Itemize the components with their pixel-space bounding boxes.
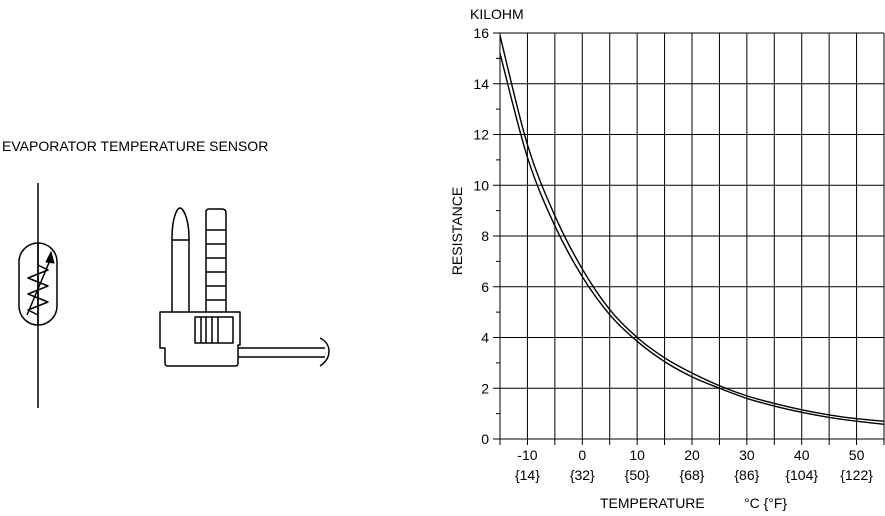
x-axis-label: TEMPERATURE xyxy=(600,495,705,511)
y-tick-label: 12 xyxy=(473,127,489,143)
x-tick-label-fahrenheit: {68} xyxy=(680,467,705,483)
resistance-curve-2 xyxy=(499,53,885,425)
resistance-curve-1 xyxy=(499,35,885,422)
x-tick-label-celsius: 50 xyxy=(849,447,865,463)
x-tick-label-fahrenheit: {86} xyxy=(734,467,759,483)
sensor-label: EVAPORATOR TEMPERATURE SENSOR xyxy=(2,138,268,154)
y-tick-label: 2 xyxy=(481,380,489,396)
x-tick-label-fahrenheit: {50} xyxy=(625,467,650,483)
sensor-clip-frame xyxy=(194,316,234,344)
sensor-ribbed-tube xyxy=(205,208,227,312)
sensor-probe xyxy=(171,207,190,312)
x-tick-label-fahrenheit: {32} xyxy=(570,467,595,483)
y-tick-label: 0 xyxy=(481,431,489,447)
thermistor-symbol xyxy=(18,183,58,408)
y-axis-unit: KILOHM xyxy=(470,6,524,22)
sensor-ribs xyxy=(206,229,226,301)
x-tick-label-fahrenheit: {104} xyxy=(785,467,818,483)
x-tick-label-celsius: 20 xyxy=(684,447,700,463)
x-tick-label-celsius: -10 xyxy=(517,447,537,463)
x-axis-unit: °C {°F} xyxy=(744,495,787,511)
y-tick-label: 4 xyxy=(481,330,489,346)
y-axis-ticks: 0 2 4 6 8 10 12 14 16 xyxy=(473,25,489,447)
variable-arrow-line xyxy=(26,257,52,316)
y-tick-label: 6 xyxy=(481,279,489,295)
x-tick-label-celsius: 30 xyxy=(739,447,755,463)
chart-grid xyxy=(493,32,885,445)
y-tick-label: 10 xyxy=(473,177,489,193)
x-tick-label-celsius: 40 xyxy=(794,447,810,463)
sensor-housing xyxy=(159,311,241,367)
x-axis-ticks: -10 {14} 0 {32} 10 {50} 20 {68} 30 {86} 40 {104} 50 {… xyxy=(515,447,873,483)
sensor-part-drawing xyxy=(159,207,330,367)
x-tick-label-celsius: 0 xyxy=(578,447,586,463)
y-axis-label: RESISTANCE xyxy=(449,187,465,275)
variable-arrow-head xyxy=(45,250,55,264)
x-tick-label-fahrenheit: {122} xyxy=(840,467,873,483)
resistance-chart: KILOHM RESISTANCE TEMPERATURE °C {°F} 0 2… xyxy=(449,6,885,511)
chart-series xyxy=(499,35,885,425)
x-tick-label-fahrenheit: {14} xyxy=(515,467,540,483)
y-tick-label: 14 xyxy=(473,76,489,92)
x-tick-label-celsius: 10 xyxy=(629,447,645,463)
y-tick-label: 16 xyxy=(473,25,489,41)
y-tick-label: 8 xyxy=(481,228,489,244)
sensor-wire-break xyxy=(319,337,330,367)
